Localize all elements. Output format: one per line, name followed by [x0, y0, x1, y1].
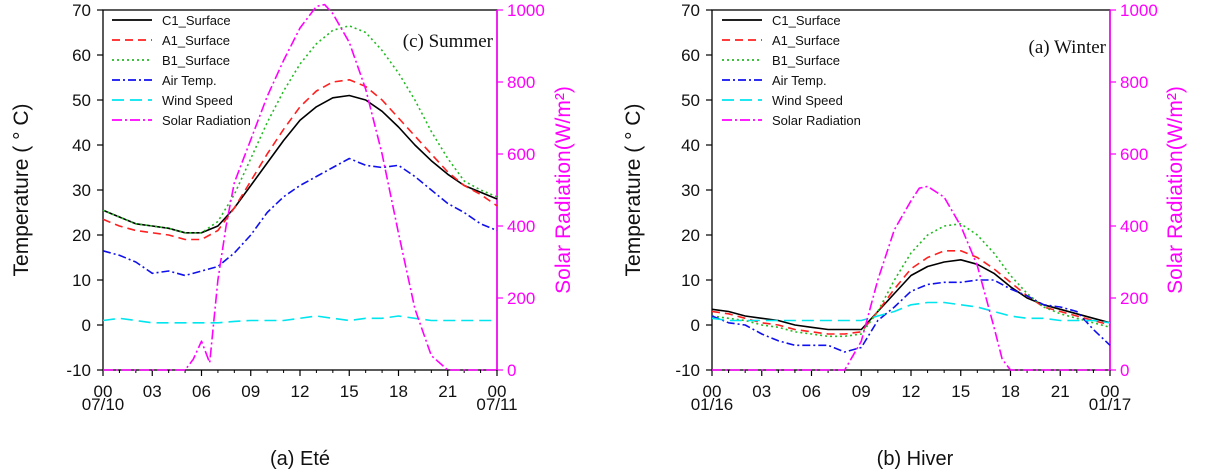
y-tick-label: 60 [681, 46, 700, 65]
series-line-air-temp- [711, 279, 1111, 353]
legend-label: C1_Surface [162, 13, 231, 28]
chart-panel-2: -10 0 10 20 30 40 50 60 70 0 200 400 600 800 1000 00 03 0… [622, 1, 1187, 470]
legend-label: Solar Radiation [162, 113, 251, 128]
x-tick-label: 03 [143, 382, 162, 401]
y2-tick-label: 1000 [1120, 1, 1158, 20]
series-line-solar-radiation [103, 3, 497, 371]
x-date-end: 07/11 [476, 395, 517, 414]
x-tick-label: 12 [291, 382, 310, 401]
y2-tick-label: 200 [507, 289, 535, 308]
x-tick-label: 09 [852, 382, 871, 401]
legend: C1_Surface A1_Surface B1_Surface Air Temp. W… [722, 13, 861, 128]
x-date-end: 01/17 [1089, 395, 1132, 414]
y2-tick-label: 400 [1120, 217, 1148, 236]
y2-tick-label: 400 [507, 217, 535, 236]
y-tick-label: 0 [691, 316, 700, 335]
x-tick-label: 15 [340, 382, 359, 401]
panel-caption: (a) Eté [270, 448, 330, 470]
x-tick-label: 06 [192, 382, 211, 401]
x-tick-label: 00 [1101, 382, 1120, 401]
x-tick-label: 00 [703, 382, 722, 401]
x-tick-label: 00 [488, 382, 507, 401]
series-line-air-temp- [102, 157, 498, 277]
y-tick-label: 10 [72, 271, 91, 290]
x-tick-label: 12 [902, 382, 921, 401]
x-tick-label: 21 [1051, 382, 1070, 401]
panel-title: (a) Winter [1029, 37, 1107, 58]
y2-tick-label: 600 [1120, 145, 1148, 164]
series-line-b1-surface [711, 223, 1111, 338]
x-tick-label: 00 [94, 382, 113, 401]
series-line-solar-radiation [712, 185, 1110, 371]
y-tick-label: 40 [681, 136, 700, 155]
series-line-b1-surface [102, 24, 498, 234]
y-tick-label: -10 [675, 361, 700, 380]
y-tick-label: 50 [681, 91, 700, 110]
y-tick-label: 60 [72, 46, 91, 65]
y-tick-label: 0 [82, 316, 91, 335]
legend-label: Solar Radiation [772, 113, 861, 128]
y-tick-label: 50 [72, 91, 91, 110]
y2-tick-label: 800 [507, 73, 535, 92]
y2-tick-label: 0 [507, 361, 516, 380]
legend-label: B1_Surface [772, 53, 840, 68]
x-tick-label: 15 [951, 382, 970, 401]
panel-caption: (b) Hiver [877, 448, 954, 470]
legend-label: Air Temp. [772, 73, 827, 88]
y-axis-label: Temperature ( ° C) [622, 104, 645, 277]
legend-label: B1_Surface [162, 53, 230, 68]
x-tick-label: 21 [438, 382, 457, 401]
legend-label: Air Temp. [162, 73, 217, 88]
x-tick-label: 09 [241, 382, 260, 401]
y2-tick-label: 200 [1120, 289, 1148, 308]
y-tick-label: -10 [66, 361, 91, 380]
y-tick-label: 70 [681, 1, 700, 20]
x-tick-label: 03 [752, 382, 771, 401]
y2-axis-label: Solar Radiation(W/m²) [1164, 86, 1187, 294]
y2-tick-label: 1000 [507, 1, 545, 20]
x-date-start: 07/10 [82, 395, 125, 414]
y-tick-label: 30 [72, 181, 91, 200]
x-tick-label: 18 [1001, 382, 1020, 401]
legend-label: C1_Surface [772, 13, 841, 28]
y-tick-label: 40 [72, 136, 91, 155]
y-axis-label: Temperature ( ° C) [10, 104, 33, 277]
series-line-wind-speed [711, 301, 1111, 324]
legend: C1_Surface A1_Surface B1_Surface Air Temp. W… [112, 13, 251, 128]
y-tick-label: 70 [72, 1, 91, 20]
legend-label: A1_Surface [772, 33, 840, 48]
chart-panel-1: -10 0 10 20 30 40 50 60 70 0 200 400 600 800 1000 00 03 0… [10, 1, 575, 470]
y-tick-label: 20 [681, 226, 700, 245]
x-date-start: 01/16 [691, 395, 734, 414]
y2-axis-label: Solar Radiation(W/m²) [552, 86, 575, 294]
series-line-c1-surface [102, 94, 498, 234]
x-tick-label: 18 [389, 382, 408, 401]
y2-tick-label: 0 [1120, 361, 1129, 380]
series-line-wind-speed [102, 315, 497, 324]
panel-title: (c) Summer [403, 31, 494, 52]
y-tick-label: 10 [681, 271, 700, 290]
y-tick-label: 20 [72, 226, 91, 245]
y2-tick-label: 600 [507, 145, 535, 164]
y-tick-label: 30 [681, 181, 700, 200]
series-line-a1-surface [711, 250, 1111, 335]
legend-label: Wind Speed [772, 93, 843, 108]
x-tick-label: 06 [802, 382, 821, 401]
legend-label: Wind Speed [162, 93, 233, 108]
legend-label: A1_Surface [162, 33, 230, 48]
y2-tick-label: 800 [1120, 73, 1148, 92]
series-line-a1-surface [102, 79, 498, 241]
